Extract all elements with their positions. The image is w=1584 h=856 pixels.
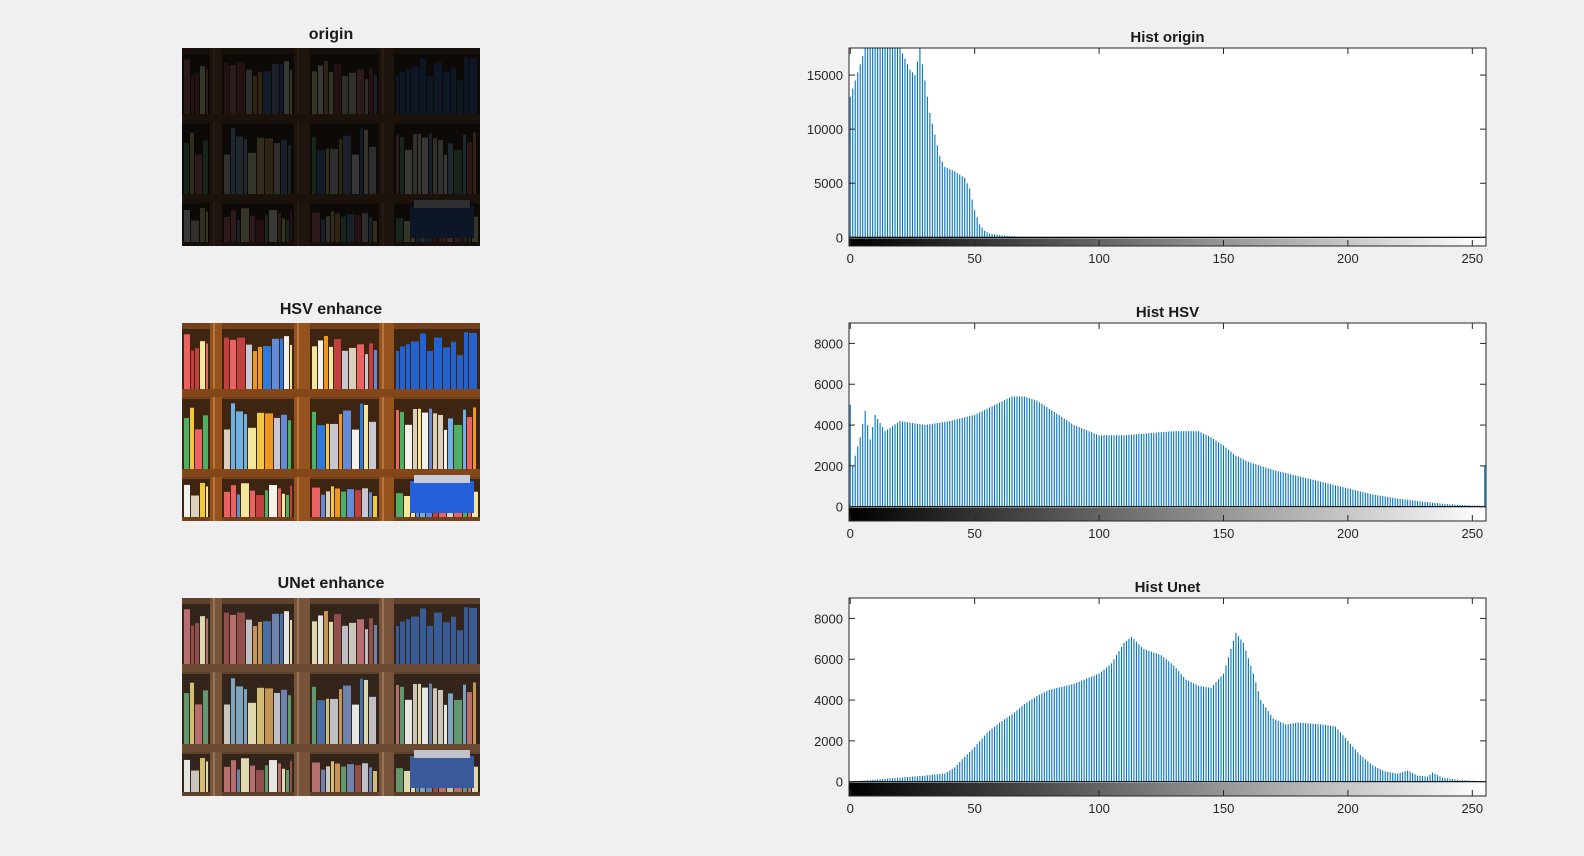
axes-box — [848, 322, 1487, 522]
y-tick-label: 0 — [836, 230, 843, 245]
y-tick-label: 15000 — [807, 68, 843, 83]
y-tick-label: 2000 — [814, 459, 843, 474]
histogram-1: 0 50 100 150 200 250 0 2000 4000 6000 8000 Hist HSV — [814, 304, 1487, 541]
y-tick-label: 6000 — [814, 652, 843, 667]
chart-title: Hist Unet — [1135, 579, 1201, 596]
image-unet — [182, 598, 480, 796]
image-title-hsv: HSV enhance — [279, 301, 383, 318]
y-tick-label: 0 — [836, 775, 843, 790]
x-tick-label: 100 — [1088, 526, 1110, 541]
x-tick-label: 250 — [1461, 251, 1483, 266]
y-tick-label: 8000 — [814, 336, 843, 351]
grayscale-colorbar — [849, 238, 1486, 246]
x-tick-label: 100 — [1088, 801, 1110, 816]
x-tick-label: 150 — [1213, 801, 1235, 816]
x-tick-label: 50 — [967, 251, 981, 266]
image-title-origin: origin — [308, 26, 354, 43]
x-tick-label: 200 — [1337, 251, 1359, 266]
grayscale-colorbar — [849, 782, 1486, 796]
bookshelf-image — [182, 598, 480, 796]
y-tick-label: 4000 — [814, 693, 843, 708]
y-tick-label: 0 — [836, 500, 843, 515]
x-tick-label: 250 — [1461, 801, 1483, 816]
histogram-bars — [852, 632, 1486, 782]
x-tick-label: 50 — [967, 801, 981, 816]
x-tick-label: 0 — [847, 801, 854, 816]
x-tick-label: 0 — [847, 526, 854, 541]
image-hsv — [182, 323, 480, 521]
bookshelf-image — [182, 48, 480, 246]
x-tick-label: 0 — [847, 251, 854, 266]
image-origin — [182, 48, 480, 246]
histogram-2: 0 50 100 150 200 250 0 2000 4000 6000 8000 Hist Une… — [814, 579, 1487, 816]
y-tick-label: 10000 — [807, 122, 843, 137]
histogram-bars — [849, 396, 1486, 507]
y-tick-label: 8000 — [814, 611, 843, 626]
histogram-0: 0 50 100 150 200 250 0 5000 10000 15000 Hist origi… — [807, 29, 1487, 266]
chart-title: Hist origin — [1130, 29, 1204, 46]
y-tick-label: 4000 — [814, 418, 843, 433]
x-tick-label: 150 — [1213, 251, 1235, 266]
image-title-unet: UNet enhance — [277, 575, 385, 592]
bookshelf-image — [182, 323, 480, 521]
axes-box — [848, 597, 1487, 797]
y-tick-label: 6000 — [814, 377, 843, 392]
x-tick-label: 200 — [1337, 526, 1359, 541]
plot-area — [849, 598, 1486, 796]
y-tick-label: 2000 — [814, 734, 843, 749]
chart-title: Hist HSV — [1136, 304, 1199, 321]
x-tick-label: 50 — [967, 526, 981, 541]
x-tick-label: 250 — [1461, 526, 1483, 541]
axes-box — [848, 47, 1487, 247]
x-tick-label: 100 — [1088, 251, 1110, 266]
grayscale-colorbar — [849, 507, 1486, 521]
x-tick-label: 200 — [1337, 801, 1359, 816]
y-tick-label: 5000 — [814, 176, 843, 191]
x-tick-label: 150 — [1213, 526, 1235, 541]
